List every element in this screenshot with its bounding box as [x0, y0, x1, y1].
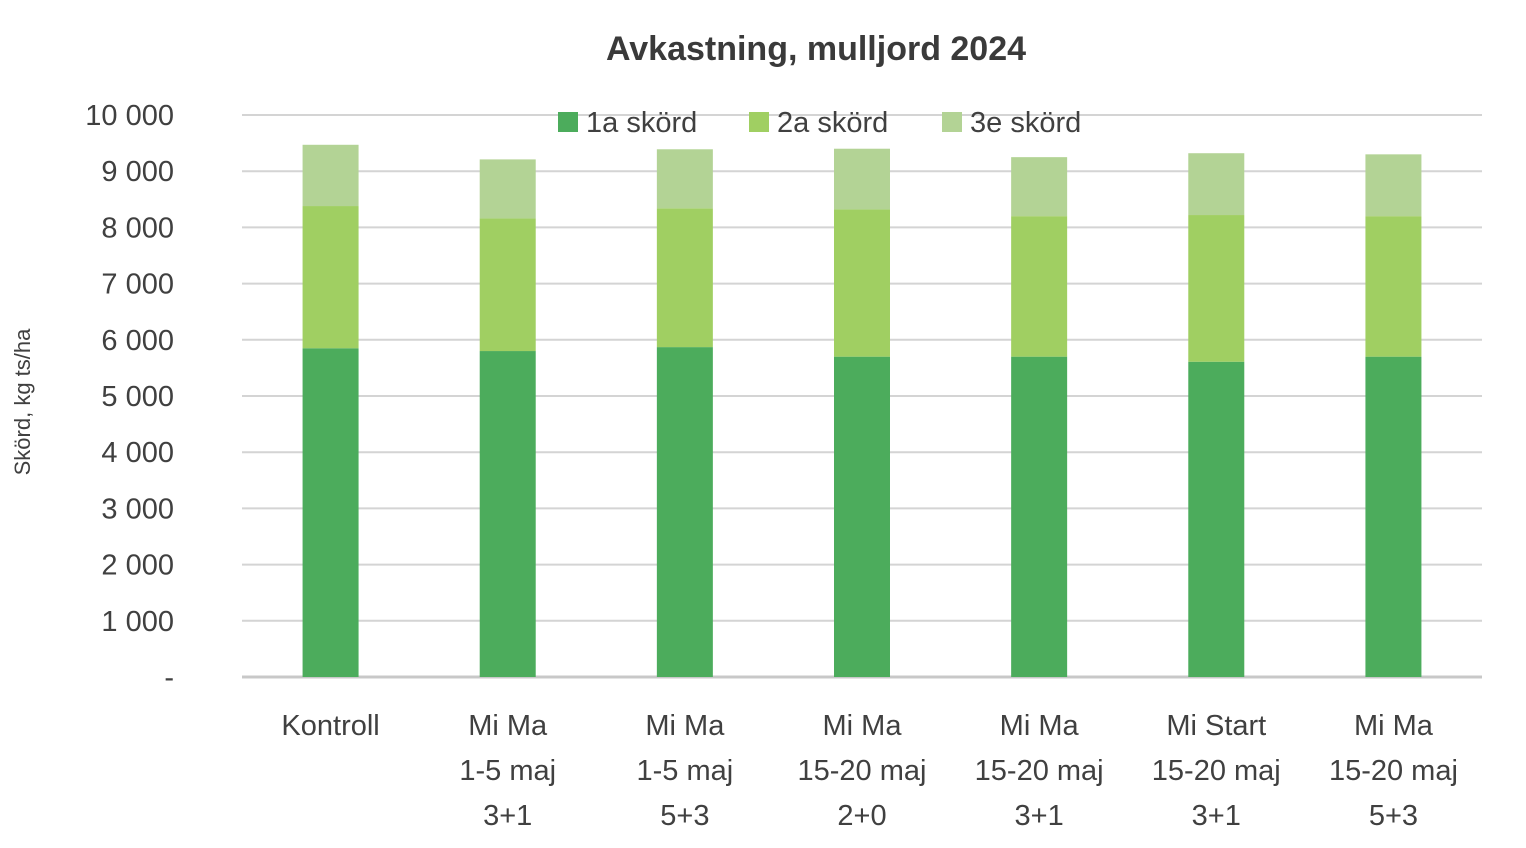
x-tick-label: Mi Start — [1166, 710, 1266, 742]
bar-segment-1 — [1011, 356, 1068, 677]
x-tick-label: Mi Ma — [645, 710, 725, 742]
x-tick-label: 3+1 — [1015, 800, 1064, 832]
legend: 1a skörd 2a skörd 3e skörd — [558, 107, 1081, 139]
chart-title: Avkastning, mulljord 2024 — [606, 30, 1026, 68]
y-axis-label: Skörd, kg ts/ha — [10, 328, 35, 476]
x-tick-label: 15-20 maj — [798, 755, 927, 787]
x-tick-label: 15-20 maj — [1152, 755, 1281, 787]
bar-segment-2 — [834, 209, 890, 357]
bars — [302, 144, 1422, 677]
bar-segment-2 — [302, 206, 359, 349]
x-tick-label: 3+1 — [483, 800, 532, 832]
y-tick-label: 7 000 — [101, 269, 174, 301]
bar-segment-2 — [1011, 216, 1068, 357]
y-tick-label: 6 000 — [101, 325, 174, 357]
bar-segment-1 — [1365, 356, 1422, 677]
x-tick-label: 1-5 maj — [637, 755, 734, 787]
x-tick-label: 15-20 maj — [1329, 755, 1458, 787]
legend-label: 2a skörd — [777, 107, 888, 139]
x-tick-label: 2+0 — [837, 800, 886, 832]
bar-segment-2 — [479, 218, 536, 352]
bar-segment-3 — [1188, 153, 1245, 216]
y-tick-label: - — [164, 662, 174, 694]
legend-label: 1a skörd — [586, 107, 697, 139]
y-tick-label: 2 000 — [101, 550, 174, 582]
bar-segment-3 — [302, 144, 359, 207]
bar-segment-3 — [1011, 157, 1068, 217]
y-tick-label: 3 000 — [101, 493, 174, 525]
x-tick-label: Kontroll — [281, 710, 379, 742]
x-tick-label: 15-20 maj — [975, 755, 1104, 787]
legend-swatch — [558, 112, 578, 132]
x-tick-label: Mi Ma — [823, 710, 903, 742]
bar-segment-1 — [479, 351, 536, 677]
bar-segment-2 — [656, 208, 713, 348]
y-tick-label: 10 000 — [85, 100, 174, 132]
y-tick-label: 5 000 — [101, 381, 174, 413]
bar-segment-3 — [656, 149, 713, 209]
bar-segment-1 — [302, 348, 359, 677]
bar-segment-1 — [656, 347, 713, 677]
y-tick-label: 4 000 — [101, 437, 174, 469]
bar-segment-1 — [1188, 361, 1245, 677]
x-tick-label: 5+3 — [1369, 800, 1418, 832]
x-tick-labels: Kontroll Mi Ma 1-5 maj 3+1 Mi Ma 1-5 maj 5+3 Mi… — [281, 710, 1458, 832]
bar-segment-2 — [1188, 215, 1245, 362]
legend-label: 3e skörd — [970, 107, 1081, 139]
x-tick-label: 5+3 — [660, 800, 709, 832]
y-tick-labels: - 1 000 2 000 3 000 4 000 5 000 6 000 7 000 8 00… — [85, 100, 174, 694]
bar-segment-3 — [479, 159, 536, 219]
x-tick-label: 1-5 maj — [459, 755, 556, 787]
x-tick-label: 3+1 — [1192, 800, 1241, 832]
x-tick-label: Mi Ma — [1354, 710, 1434, 742]
y-tick-label: 9 000 — [101, 156, 174, 188]
legend-swatch — [749, 112, 769, 132]
y-tick-label: 8 000 — [101, 212, 174, 244]
bar-segment-1 — [834, 356, 890, 677]
y-tick-label: 1 000 — [101, 606, 174, 638]
x-tick-label: Mi Ma — [1000, 710, 1080, 742]
bar-segment-3 — [1365, 154, 1422, 217]
bar-segment-2 — [1365, 216, 1422, 357]
legend-swatch — [942, 112, 962, 132]
x-tick-label: Mi Ma — [468, 710, 548, 742]
bar-segment-3 — [834, 148, 890, 210]
